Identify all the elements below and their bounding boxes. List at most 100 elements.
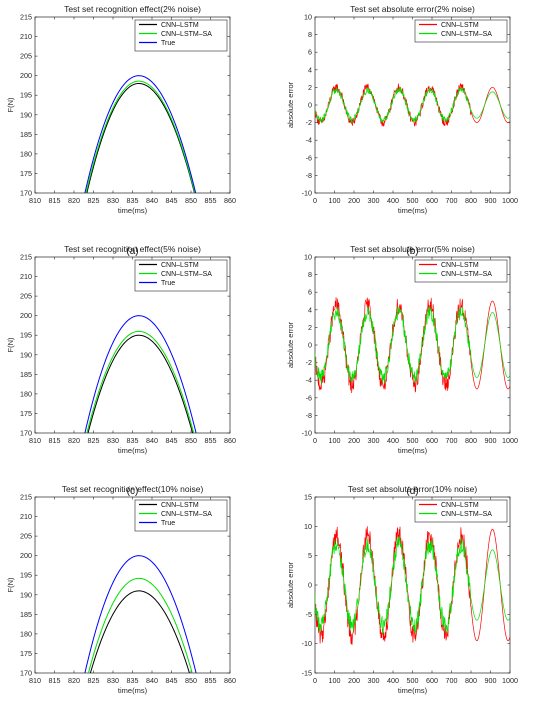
legend-label-1: CNN–LSTM <box>161 22 199 29</box>
x-tick-label: 835 <box>127 676 139 685</box>
x-tick-label: 900 <box>485 676 497 685</box>
y-tick-label: 4 <box>308 65 312 74</box>
x-axis-label: time(ms) <box>398 446 428 455</box>
y-tick-label: 195 <box>20 91 32 100</box>
x-tick-label: 100 <box>329 436 341 445</box>
x-tick-label: 855 <box>205 196 217 205</box>
x-tick-label: 600 <box>426 196 438 205</box>
legend-label-3: True <box>161 520 175 527</box>
series-line-3 <box>84 75 197 193</box>
y-tick-label: -4 <box>306 376 312 385</box>
y-tick-label: 175 <box>20 409 32 418</box>
x-tick-label: 400 <box>387 436 399 445</box>
x-tick-label: 300 <box>368 676 380 685</box>
x-tick-label: 0 <box>313 676 317 685</box>
x-tick-label: 1000 <box>502 676 518 685</box>
series-line-2 <box>315 535 510 635</box>
series-line-2 <box>315 86 510 124</box>
x-tick-label: 600 <box>426 676 438 685</box>
y-tick-label: 195 <box>20 331 32 340</box>
x-tick-label: 855 <box>205 436 217 445</box>
x-tick-label: 700 <box>446 196 458 205</box>
x-tick-label: 825 <box>88 196 100 205</box>
y-tick-label: 210 <box>20 32 32 41</box>
legend-label-2: CNN–LSTM–SA <box>161 511 212 518</box>
x-tick-label: 820 <box>68 676 80 685</box>
x-tick-label: 0 <box>313 196 317 205</box>
legend-label-2: CNN–LSTM–SA <box>441 511 492 518</box>
series-line-2 <box>87 577 193 673</box>
y-tick-label: 0 <box>308 581 312 590</box>
y-tick-label: -8 <box>306 411 312 420</box>
y-tick-label: 170 <box>20 429 32 438</box>
y-tick-label: 10 <box>304 522 312 531</box>
x-tick-label: 830 <box>107 676 119 685</box>
x-axis-label: time(ms) <box>118 206 148 215</box>
y-tick-label: 175 <box>20 649 32 658</box>
chart-title: Test set recognition effect(10% noise) <box>62 484 204 494</box>
y-tick-label: 0 <box>308 341 312 350</box>
x-tick-label: 840 <box>146 196 158 205</box>
plot-area <box>314 256 511 434</box>
legend: CNN–LSTM CNN–LSTM–SA True <box>134 259 228 292</box>
x-tick-label: 700 <box>446 676 458 685</box>
y-axis-label: absolute error <box>286 321 295 368</box>
y-tick-label: -10 <box>302 429 312 438</box>
x-tick-label: 100 <box>329 676 341 685</box>
y-tick-label: -2 <box>306 118 312 127</box>
legend-box <box>134 19 228 52</box>
legend-label-2: CNN–LSTM–SA <box>161 31 212 38</box>
legend-label-3: True <box>161 40 175 47</box>
legend-label-1: CNN–LSTM <box>441 262 479 269</box>
legend-label-2: CNN–LSTM–SA <box>441 31 492 38</box>
x-tick-label: 815 <box>49 436 61 445</box>
y-tick-label: 200 <box>20 551 32 560</box>
y-tick-label: 180 <box>20 149 32 158</box>
y-axis-label: F(N) <box>6 337 15 352</box>
x-tick-label: 820 <box>68 436 80 445</box>
legend: CNN–LSTM CNN–LSTM–SA <box>414 19 508 43</box>
y-axis-label: absolute error <box>286 561 295 608</box>
y-tick-label: 185 <box>20 130 32 139</box>
legend: CNN–LSTM CNN–LSTM–SA True <box>134 499 228 532</box>
y-tick-label: 195 <box>20 571 32 580</box>
y-tick-label: 15 <box>304 493 312 502</box>
y-axis-label: F(N) <box>6 97 15 112</box>
x-tick-label: 840 <box>146 676 158 685</box>
y-tick-label: -10 <box>302 639 312 648</box>
y-tick-label: 205 <box>20 292 32 301</box>
x-tick-label: 855 <box>205 676 217 685</box>
y-tick-label: 205 <box>20 52 32 61</box>
chart-panel-line-6: Test set absolute error(10% noise)0 100 20… <box>286 484 518 695</box>
legend-label-1: CNN–LSTM <box>161 262 199 269</box>
y-tick-label: 200 <box>20 311 32 320</box>
series-line-3 <box>84 555 197 673</box>
x-tick-label: 800 <box>465 196 477 205</box>
panel-tag: (c) <box>127 486 139 497</box>
chart-title: Test set recognition effect(5% noise) <box>64 244 201 254</box>
y-tick-label: 6 <box>308 288 312 297</box>
chart-panel-line-3: Test set recognition effect(5% noise) 810… <box>6 244 236 497</box>
x-axis-label: time(ms) <box>398 206 428 215</box>
legend-label-3: True <box>161 280 175 287</box>
x-tick-label: 835 <box>127 436 139 445</box>
series-group <box>315 297 510 394</box>
series-line-1 <box>86 82 196 193</box>
y-tick-label: 5 <box>308 551 312 560</box>
x-tick-label: 860 <box>224 436 236 445</box>
x-tick-label: 600 <box>426 436 438 445</box>
series-line-2 <box>85 80 196 193</box>
x-tick-label: 200 <box>348 436 360 445</box>
y-tick-label: 185 <box>20 610 32 619</box>
legend: CNN–LSTM CNN–LSTM–SA <box>414 259 508 283</box>
legend-box <box>414 259 508 283</box>
x-tick-label: 860 <box>224 676 236 685</box>
x-tick-label: 300 <box>368 196 380 205</box>
x-tick-label: 810 <box>29 196 41 205</box>
y-tick-label: 10 <box>304 13 312 22</box>
x-axis-label: time(ms) <box>398 686 428 695</box>
x-tick-label: 800 <box>465 676 477 685</box>
x-tick-label: 850 <box>185 436 197 445</box>
y-tick-label: 215 <box>20 13 32 22</box>
